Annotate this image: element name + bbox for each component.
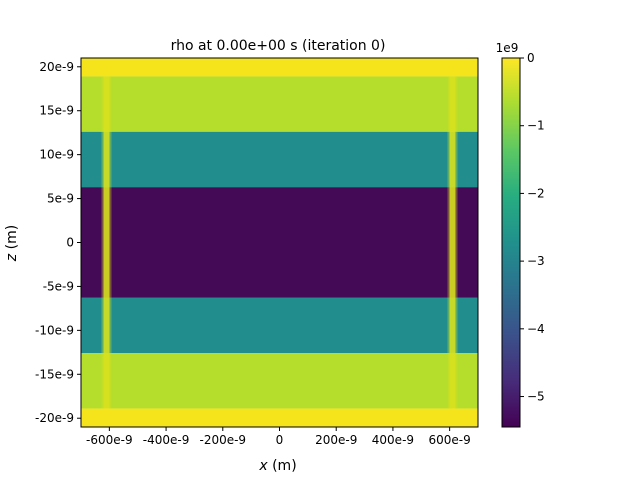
y-tick-label-3: 5e-9 [47,192,74,206]
x-axis-var: x [258,458,268,474]
heatmap-band-0 [81,58,478,77]
heatmap-band-1 [81,76,478,132]
colorbar [501,57,521,428]
colorbar-axis: 0 −1 −2 −3 −4 −5 [520,51,545,404]
y-tick-label-0: 20e-9 [39,60,74,74]
x-tick-label-1: -400e-9 [143,433,190,447]
y-tick-label-2: 10e-9 [39,148,74,162]
y-tick-label-6: -10e-9 [35,323,74,337]
heatmap-band-2 [81,131,478,188]
chart-title: rho at 0.00e+00 s (iteration 0) [171,38,386,54]
x-tick-label-5: 400e-9 [372,433,414,447]
x-tick-label-2: -200e-9 [199,433,246,447]
heatmap-band-5 [81,353,478,409]
y-axis-label: z (m) [4,225,20,262]
y-axis-var: z [4,253,20,262]
colorbar-tick-label-4: −4 [527,322,545,336]
y-tick-label-8: -20e-9 [35,411,74,425]
vertical-stripe-0 [101,76,112,409]
y-axis: 20e-9 15e-9 10e-9 5e-9 0 -5e-9 -10e-9 -15e-9 -20… [35,60,81,425]
colorbar-tick-label-2: −2 [527,186,545,200]
y-tick-label-7: -15e-9 [35,367,74,381]
vertical-stripe-1 [447,76,458,409]
x-tick-label-0: -600e-9 [86,433,133,447]
x-tick-label-6: 600e-9 [429,433,471,447]
y-tick-label-4: 0 [66,236,74,250]
colorbar-tick-label-0: 0 [527,51,535,65]
colorbar-tick-label-5: −5 [527,390,545,404]
colorbar-multiplier: 1e9 [496,41,519,55]
x-tick-label-4: 200e-9 [315,433,357,447]
colorbar-tick-label-3: −3 [527,254,545,268]
x-tick-label-3: 0 [276,433,284,447]
x-axis: -600e-9 -400e-9 -200e-9 0 200e-9 400e-9 600e-9 [86,427,471,447]
colorbar-tick-label-1: −1 [527,119,545,133]
x-axis-label: x (m) [258,458,296,474]
x-axis-unit: (m) [272,458,297,474]
heatmap-band-4 [81,297,478,354]
heatmap-band-6 [81,408,478,427]
y-axis-unit: (m) [4,225,20,250]
y-tick-label-5: -5e-9 [43,279,74,293]
heatmap-area [81,58,478,427]
heatmap-band-3 [81,187,478,298]
y-tick-label-1: 15e-9 [39,104,74,118]
